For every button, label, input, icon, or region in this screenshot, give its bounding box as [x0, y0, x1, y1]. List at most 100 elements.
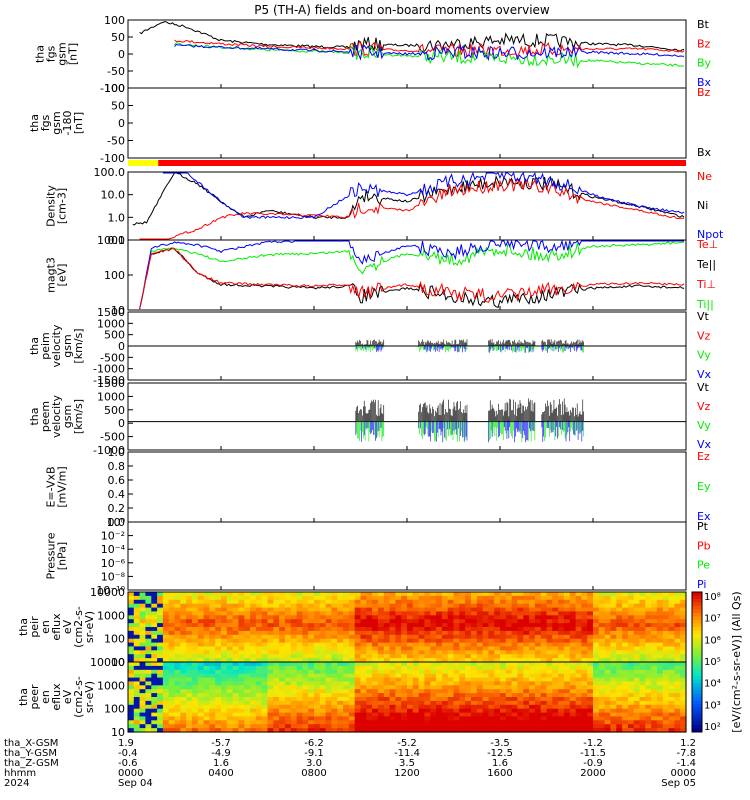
spectrogram-cell: [540, 607, 548, 613]
spectrogram-cell: [529, 603, 536, 609]
spectrogram-cell: [558, 708, 565, 714]
spectrogram-cell: [447, 638, 455, 644]
spectrogram-cell: [162, 603, 170, 609]
spectrogram-cell: [157, 681, 164, 686]
spectrogram-cell: [284, 712, 292, 718]
y-tick-label: 1000: [97, 317, 125, 330]
spectrogram-cell: [552, 646, 559, 651]
spectrogram-cell: [668, 650, 675, 655]
spectrogram-cell: [180, 603, 187, 609]
spectrogram-cell: [447, 720, 455, 725]
spectrogram-cell: [500, 623, 507, 628]
spectrogram-cell: [395, 642, 402, 648]
spectrogram-cell: [476, 685, 484, 690]
panel-frame: [127, 87, 687, 159]
spectrogram-cell: [290, 708, 298, 714]
spectrogram-cell: [261, 607, 269, 613]
spectrogram-cell: [680, 720, 687, 725]
spectrogram-cell: [174, 704, 181, 710]
spectrogram-cell: [656, 627, 664, 632]
spectrogram-cell: [529, 634, 536, 640]
spectrogram-cell: [668, 689, 675, 694]
spectrogram-cell: [610, 724, 617, 729]
spectrogram-cell: [651, 665, 658, 671]
spectrogram-cell: [680, 712, 687, 718]
spectrogram-cell: [203, 646, 210, 651]
spectrogram-cell: [191, 630, 199, 636]
spectrogram-cell: [418, 654, 425, 659]
y-axis-label: [nT]: [72, 112, 85, 134]
x-col-t: 0800: [301, 768, 326, 779]
spectrogram-cell: [389, 658, 396, 663]
spectrogram-cell: [674, 724, 681, 729]
spectrogram-cell: [680, 603, 687, 609]
spectrogram-cell: [546, 708, 553, 714]
spectrogram-cell: [319, 630, 327, 636]
spectrogram-cell: [377, 638, 385, 644]
spectrogram-cell: [308, 623, 315, 628]
spectrogram-cell: [174, 595, 181, 601]
spectrogram-cell: [453, 728, 460, 733]
spectrogram-cell: [372, 662, 379, 667]
spectrogram-cell: [424, 630, 431, 636]
spectrogram-cell: [226, 619, 234, 624]
spectrogram-cell: [186, 669, 193, 675]
spectrogram-cell: [290, 662, 298, 667]
spectrogram-cell: [552, 595, 559, 601]
spectrogram-cell: [465, 630, 472, 636]
spectrogram-cell: [151, 658, 158, 663]
spectrogram-cell: [215, 689, 222, 694]
spectrogram-cell: [174, 689, 181, 694]
spectrogram-cell: [366, 728, 373, 733]
spectrogram-cell: [215, 677, 222, 683]
spectrogram-cell: [407, 708, 414, 714]
spectrogram-cell: [267, 662, 274, 667]
y-tick-label: 0: [118, 48, 125, 61]
spectrogram-cell: [389, 634, 396, 640]
spectrogram-cell: [308, 681, 315, 686]
spectrogram-cell: [407, 630, 414, 636]
spectrogram-cell: [401, 611, 408, 616]
spectrogram-cell: [209, 689, 216, 694]
spectrogram-cell: [296, 654, 303, 659]
spectrogram-cell: [273, 658, 280, 663]
spectrogram-cell: [232, 615, 239, 620]
spectrograms: [127, 591, 687, 733]
spectrogram-cell: [424, 623, 431, 628]
legend-Pe: Pe: [697, 559, 710, 572]
spectrogram-cell: [593, 712, 600, 718]
spectrogram-cell: [128, 654, 135, 659]
spectrogram-cell: [459, 650, 466, 655]
spectrogram-cell: [255, 697, 263, 702]
spectrogram-cell: [523, 623, 530, 628]
spectrogram-cell: [424, 646, 431, 651]
spectrogram-cell: [250, 697, 257, 702]
spectrogram-cell: [523, 595, 530, 601]
spectrogram-cell: [627, 662, 635, 667]
spectrogram-cell: [377, 595, 385, 601]
spectrogram-cell: [221, 681, 228, 686]
spectrogram-cell: [319, 724, 327, 729]
spectrogram-cell: [238, 627, 245, 632]
spectrogram-cell: [470, 642, 478, 648]
spectrogram-cell: [622, 595, 629, 601]
spectrogram-cell: [453, 650, 460, 655]
spectrogram-cell: [319, 681, 327, 686]
spectrogram-cell: [180, 693, 187, 698]
spectrogram-cell: [488, 595, 495, 601]
spectrogram-cell: [511, 677, 518, 683]
spectrogram-cell: [360, 724, 367, 729]
spectrogram-cell: [430, 697, 437, 702]
spectrogram-cell: [273, 685, 280, 690]
spectrogram-cell: [238, 595, 245, 601]
spectrogram-cell: [401, 665, 408, 671]
spectrogram-cell: [343, 712, 350, 718]
spectrogram-cell: [151, 634, 158, 640]
spectrogram-cell: [319, 642, 327, 648]
spectrogram-cell: [284, 658, 292, 663]
spectrogram-cell: [494, 704, 501, 710]
spectrogram-cell: [267, 634, 274, 640]
spectrogram-cell: [598, 654, 606, 659]
x-col-x: -1.2: [583, 738, 603, 749]
spectrogram-cell: [593, 619, 600, 624]
